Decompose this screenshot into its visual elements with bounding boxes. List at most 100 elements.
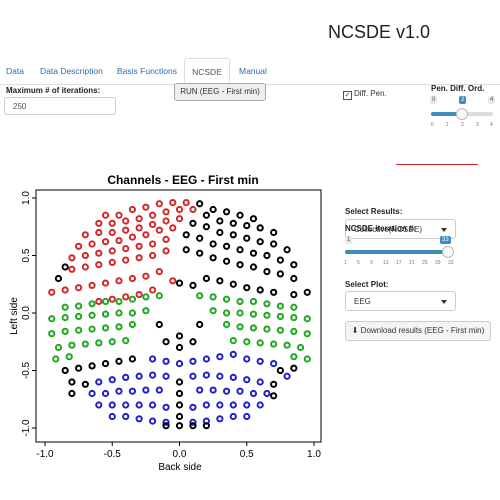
channel-point-black — [196, 200, 204, 208]
channel-point-green — [101, 310, 110, 318]
channel-point-black — [249, 215, 258, 223]
channel-point-black — [276, 256, 284, 264]
channel-point-red — [61, 286, 69, 294]
iterations-input[interactable] — [4, 97, 116, 115]
channel-point-blue — [189, 418, 197, 426]
channel-point-blue — [108, 376, 116, 384]
channel-point-green — [303, 315, 311, 323]
channel-point-black — [249, 249, 258, 257]
channel-point-red — [162, 235, 170, 244]
channel-point-blue — [196, 386, 204, 394]
channel-point-black — [162, 338, 170, 346]
channel-point-red — [142, 231, 150, 239]
channel-point-blue — [256, 357, 264, 365]
ncsde-iteration-tick: 1 — [344, 260, 347, 266]
channel-point-red — [175, 205, 184, 214]
channel-point-black — [182, 231, 190, 239]
ncsde-iteration-tick: 33 — [448, 260, 454, 266]
channel-point-black — [290, 261, 298, 269]
select-results-label: Select Results: — [345, 207, 403, 216]
channel-point-green — [68, 341, 76, 349]
tab-basis-functions[interactable]: Basis Functions — [117, 66, 177, 76]
channel-point-blue — [101, 389, 110, 398]
channel-point-green — [236, 309, 244, 317]
channel-point-green — [263, 311, 271, 319]
channel-point-green — [263, 325, 271, 333]
channel-point-black — [209, 205, 217, 214]
channel-point-blue — [149, 401, 157, 409]
download-icon: ⬇ — [351, 326, 359, 335]
channel-point-red — [95, 249, 103, 257]
channel-point-black — [175, 279, 184, 287]
channel-point-green — [128, 295, 137, 303]
channel-point-red — [169, 224, 177, 232]
channel-point-black — [270, 380, 278, 388]
channel-point-black — [202, 422, 210, 430]
channel-point-red — [115, 236, 123, 245]
channel-point-black — [81, 380, 89, 388]
channel-point-green — [303, 355, 311, 363]
channel-point-blue — [162, 357, 170, 365]
channel-point-green — [290, 327, 298, 335]
channel-point-black — [216, 228, 224, 237]
channel-point-green — [142, 293, 150, 301]
pen-order-min: 0 — [430, 96, 438, 104]
diff-pen-label: Diff. Pen. — [354, 89, 387, 98]
channel-point-black — [222, 208, 231, 216]
channel-point-green — [128, 309, 137, 317]
channel-point-black — [256, 286, 264, 294]
channel-point-red — [135, 215, 143, 223]
channel-point-red — [169, 277, 177, 285]
channel-point-blue — [202, 355, 210, 363]
run-button[interactable]: RUN (EEG - First min) — [174, 83, 266, 101]
channel-point-green — [263, 300, 271, 308]
select-plot-label: Select Plot: — [345, 280, 389, 289]
tab-ncsde[interactable]: NCSDE — [184, 58, 230, 84]
channel-point-blue — [229, 401, 237, 409]
channel-point-black — [175, 332, 184, 340]
channel-point-black — [68, 389, 76, 398]
channel-point-green — [61, 327, 69, 335]
app-title: NCSDE v1.0 — [328, 22, 431, 42]
tab-manual[interactable]: Manual — [239, 66, 267, 76]
pen-order-tick: 4 — [490, 122, 493, 128]
channel-point-blue — [149, 355, 157, 363]
y-tick-label: -1.0 — [21, 419, 32, 437]
channel-point-green — [54, 343, 63, 352]
channel-point-green — [88, 311, 96, 319]
channel-point-red — [149, 251, 157, 260]
channel-point-blue — [155, 386, 163, 394]
channel-point-green — [243, 338, 251, 346]
channel-point-red — [101, 238, 110, 246]
channel-point-black — [236, 261, 244, 269]
channel-point-black — [68, 378, 76, 386]
channel-point-blue — [189, 357, 197, 365]
channel-point-blue — [162, 403, 170, 411]
channel-point-red — [182, 199, 190, 207]
x-axis-label: Back side — [158, 462, 202, 473]
select-results-dropdown[interactable]: Collective(NCSDE) — [345, 219, 456, 239]
checkbox-icon[interactable]: ✓ — [343, 91, 352, 100]
channel-point-green — [115, 297, 123, 306]
channel-point-green — [229, 337, 237, 345]
channel-point-red — [95, 297, 103, 306]
select-plot-dropdown[interactable]: EEG — [345, 291, 456, 311]
download-button[interactable]: ⬇ Download results (EEG - First min) — [345, 321, 491, 341]
tab-data[interactable]: Data — [6, 66, 24, 76]
ncsde-iteration-handle[interactable] — [442, 246, 454, 258]
channel-point-black — [175, 401, 184, 409]
channel-point-blue — [216, 401, 224, 409]
channel-point-red — [128, 233, 137, 241]
channel-point-black — [270, 228, 278, 237]
channel-point-black — [61, 263, 69, 271]
channel-point-red — [68, 254, 76, 262]
channel-point-red — [108, 258, 116, 267]
channel-point-green — [108, 338, 116, 346]
channel-point-blue — [229, 412, 237, 421]
channel-point-black — [101, 360, 110, 368]
channel-point-red — [122, 226, 130, 234]
channel-point-red — [115, 211, 123, 219]
tab-data-description[interactable]: Data Description — [40, 66, 103, 76]
channel-point-blue — [283, 372, 291, 380]
pen-order-handle[interactable] — [456, 108, 468, 120]
